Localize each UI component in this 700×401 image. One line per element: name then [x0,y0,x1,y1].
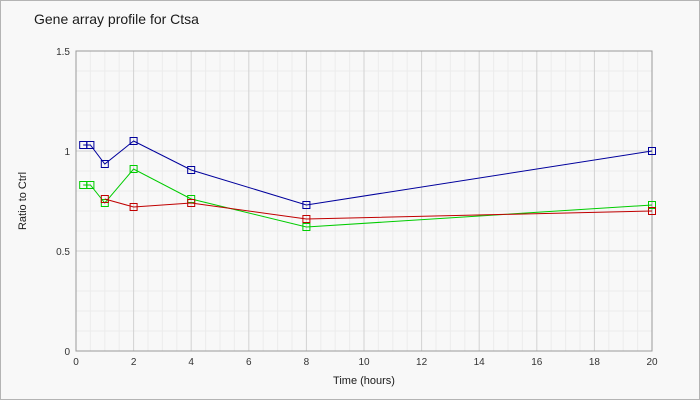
data-point-marker [187,166,196,174]
series-line [104,198,653,220]
x-tick-label: 0 [73,357,79,368]
series-layer [79,137,656,231]
y-tick-label: 1.5 [56,47,70,58]
y-tick-label: 1 [64,147,70,158]
data-point-marker [86,141,95,149]
x-tick-label: 18 [589,357,601,368]
chart-title: Gene array profile for Ctsa [34,11,199,27]
data-point-marker [187,199,196,207]
data-point-marker [129,137,138,145]
data-point-marker [86,181,95,189]
y-axis-label: Ratio to Ctrl [17,172,29,230]
data-point-marker [302,201,311,209]
y-axis-ticks: 0 0.5 1 1.5 [56,47,70,358]
data-point-marker [100,195,109,203]
x-tick-label: 14 [474,357,486,368]
x-tick-label: 20 [646,357,658,368]
x-tick-label: 8 [304,357,310,368]
x-tick-label: 6 [246,357,252,368]
data-point-marker [302,223,311,231]
series [100,195,656,223]
series-line [83,168,653,228]
data-point-marker [302,215,311,223]
x-tick-label: 12 [416,357,428,368]
data-point-marker [129,165,138,173]
x-axis-label: Time (hours) [333,375,395,387]
data-point-marker [100,160,109,168]
y-tick-label: 0.5 [56,247,70,258]
x-tick-label: 4 [188,357,194,368]
data-point-marker [129,203,138,211]
series [79,165,656,231]
data-point-marker [648,207,656,215]
data-point-marker [648,147,656,155]
x-tick-label: 2 [131,357,137,368]
series-line [83,140,653,206]
x-tick-label: 16 [531,357,543,368]
x-axis-ticks: 0 2 4 6 8 10 12 14 16 18 20 [73,357,658,368]
x-tick-label: 10 [358,357,370,368]
data-point-marker [648,201,656,209]
y-tick-label: 0 [64,347,70,358]
series [79,137,656,209]
minor-gridlines [76,51,652,351]
